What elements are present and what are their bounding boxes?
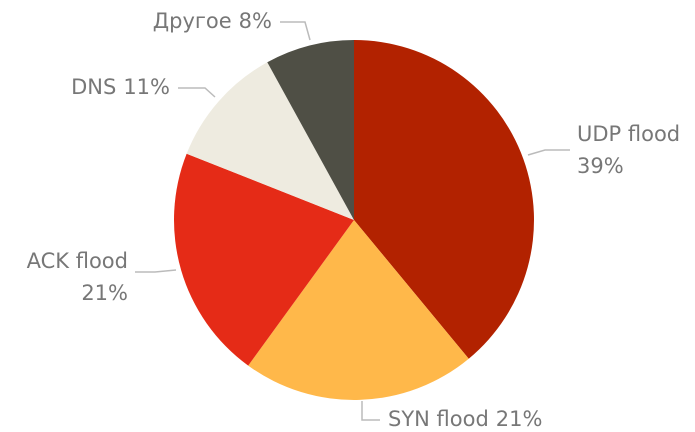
slice-value-label: 11% xyxy=(123,75,170,99)
slice-name: UDP flood xyxy=(577,122,680,146)
pie-slice xyxy=(248,220,469,400)
leader-line xyxy=(361,401,380,421)
leader-line xyxy=(135,269,177,273)
slice-name: Другое xyxy=(153,9,232,33)
slice-value-label: 21% xyxy=(496,407,543,431)
slice-label: DNS 11% xyxy=(71,75,170,99)
pie-slice xyxy=(354,40,534,359)
slice-value-label: 8% xyxy=(239,9,272,33)
slice-name: SYN flood xyxy=(388,407,489,431)
slice-name: ACK flood xyxy=(27,249,128,273)
pie-slice xyxy=(267,40,354,220)
leader-line xyxy=(178,87,216,98)
slice-value-label: 21% xyxy=(81,281,128,305)
slice-label: ACK flood 21% xyxy=(27,249,128,305)
slice-label: UDP flood 39% xyxy=(577,122,680,178)
slice-label: Другое 8% xyxy=(153,9,272,33)
pie-slice xyxy=(173,153,354,366)
pie-slice xyxy=(186,62,354,220)
slice-label: SYN flood 21% xyxy=(388,407,542,431)
slice-value-label: 39% xyxy=(577,154,624,178)
leader-line xyxy=(280,21,311,41)
leader-line xyxy=(527,149,570,156)
slice-name: DNS xyxy=(71,75,116,99)
leader-lines xyxy=(135,21,570,421)
